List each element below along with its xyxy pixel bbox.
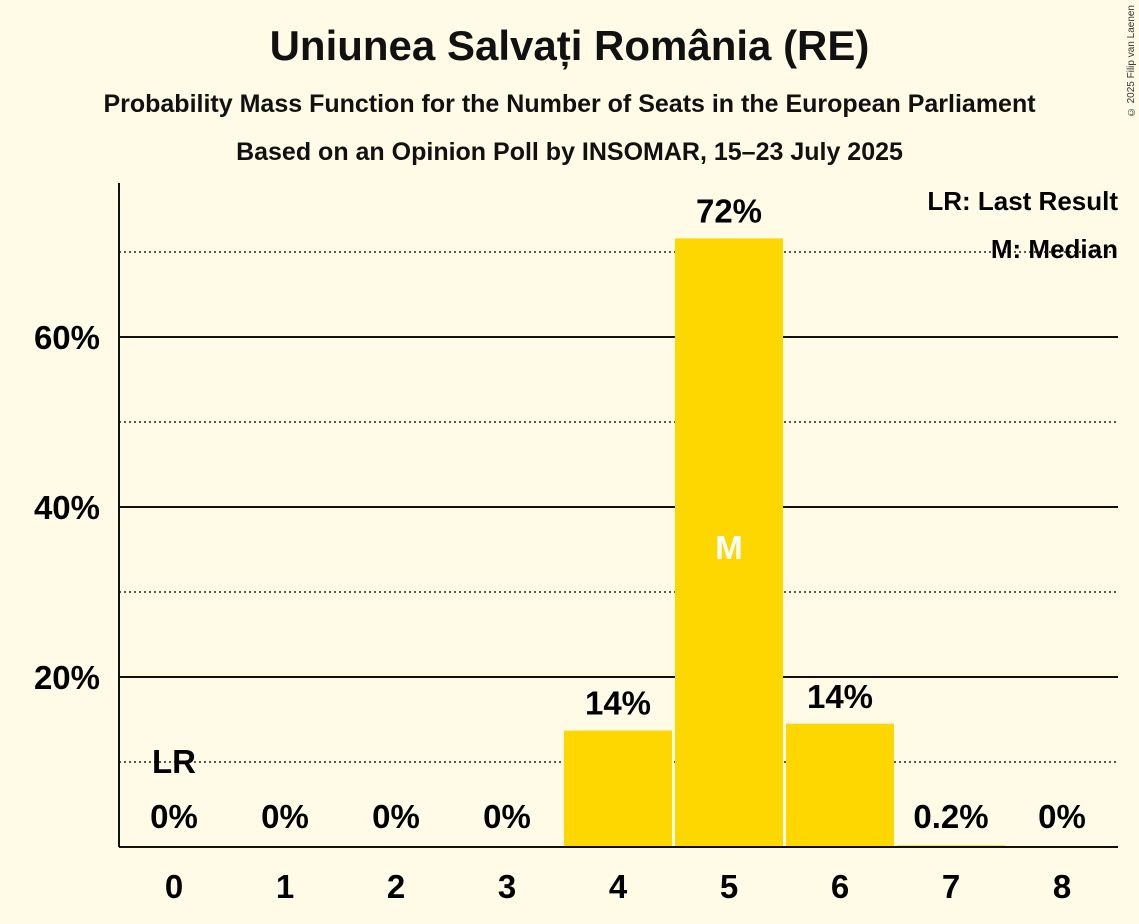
x-tick-label-6: 6	[831, 868, 849, 905]
y-tick-label-40: 40%	[34, 489, 100, 526]
axes: 0 1 2 3 4 5 6 7 8 20% 40% 60%	[34, 183, 1118, 905]
x-tick-label-8: 8	[1053, 868, 1071, 905]
y-tick-label-60: 60%	[34, 319, 100, 356]
chart-title: Uniunea Salvați România (RE)	[269, 22, 870, 69]
bar-value-label-2: 0%	[372, 798, 420, 835]
grid-lines	[119, 251, 1118, 763]
bar-value-label-4: 14%	[585, 685, 651, 722]
x-tick-label-2: 2	[387, 868, 405, 905]
chart-subtitle-source: Based on an Opinion Poll by INSOMAR, 15–…	[236, 138, 903, 166]
x-tick-label-1: 1	[276, 868, 294, 905]
legend-last-result: LR: Last Result	[927, 186, 1118, 216]
x-tick-label-0: 0	[165, 868, 183, 905]
x-tick-label-4: 4	[609, 868, 628, 905]
chart-subtitle: Probability Mass Function for the Number…	[103, 90, 1036, 118]
x-tick-label-7: 7	[942, 868, 960, 905]
bar-value-label-1: 0%	[261, 798, 309, 835]
x-tick-label-5: 5	[720, 868, 738, 905]
legend-median: M: Median	[991, 234, 1118, 264]
bar-value-label-7: 0.2%	[913, 798, 988, 835]
median-marker: M	[715, 529, 743, 566]
bars	[564, 238, 1005, 847]
last-result-marker: LR	[152, 743, 196, 780]
bar-value-label-5: 72%	[696, 192, 762, 229]
bar-6	[786, 723, 894, 847]
bar-4	[564, 730, 672, 847]
bar-labels: 0% 0% 0% 0% 14% 72% 14% 0.2% 0% LR M	[150, 192, 1086, 835]
legend: LR: Last Result M: Median	[927, 186, 1118, 264]
y-tick-label-20: 20%	[34, 659, 100, 696]
bar-value-label-3: 0%	[483, 798, 531, 835]
bar-value-label-0: 0%	[150, 798, 198, 835]
bar-value-label-6: 14%	[807, 678, 873, 715]
x-tick-label-3: 3	[498, 868, 516, 905]
bar-value-label-8: 0%	[1038, 798, 1086, 835]
bar-5	[675, 238, 783, 847]
